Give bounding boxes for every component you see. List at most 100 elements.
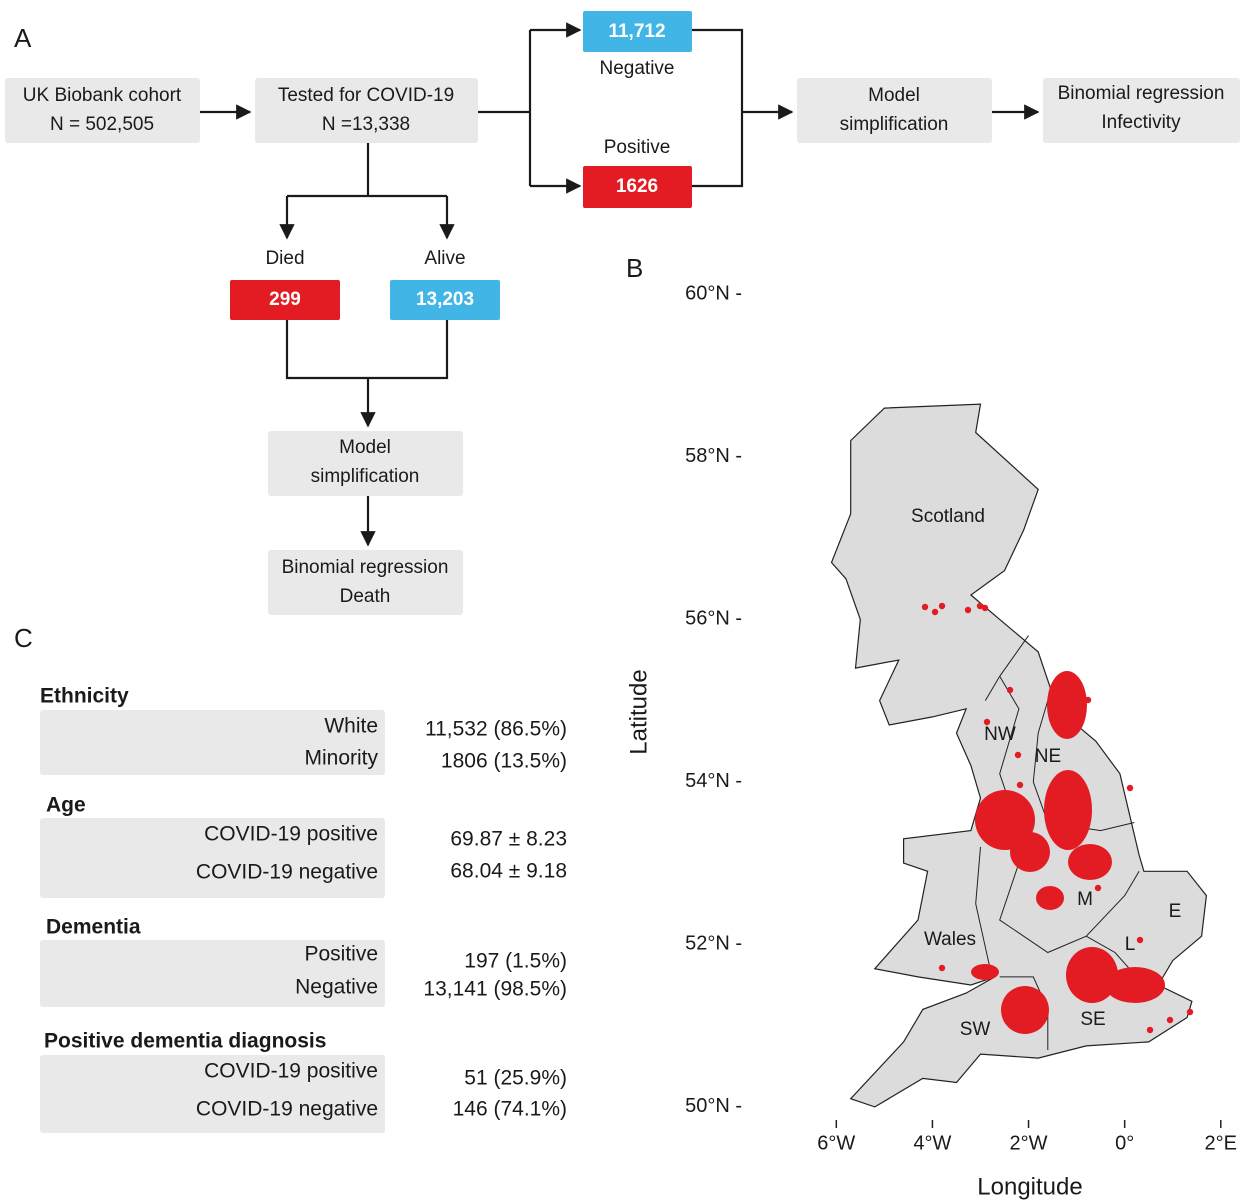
section-title: Dementia (46, 916, 141, 939)
section-box (40, 818, 385, 898)
panel-label: C (14, 623, 33, 653)
region-label: NW (984, 724, 1016, 745)
y-tick-label: 50°N - (685, 1095, 742, 1117)
row-value: 68.04 ± 9.18 (450, 860, 567, 883)
node-text: Death (340, 586, 391, 607)
case-cluster (1047, 671, 1087, 739)
row-value: 51 (25.9%) (464, 1067, 567, 1090)
y-tick-label: 52°N - (685, 933, 742, 955)
count-box (230, 280, 340, 320)
x-tick-label: 2°W (1010, 1132, 1048, 1154)
case-cluster (1068, 844, 1112, 880)
count-text: 299 (269, 289, 301, 310)
panel-label: A (14, 23, 32, 53)
case-dot (938, 964, 946, 972)
region-border (1032, 684, 1135, 832)
connector (285, 320, 449, 380)
node-box (255, 78, 478, 143)
x-tick-label: 2°E (1205, 1132, 1237, 1154)
node-text: N =13,338 (322, 114, 410, 135)
connector (287, 143, 447, 198)
case-dot (921, 603, 929, 611)
node-text: Tested for COVID-19 (278, 85, 454, 106)
case-cluster (971, 964, 999, 980)
case-dot (938, 602, 946, 610)
count-text: 11,712 (608, 21, 665, 42)
region-label: NE (1035, 746, 1061, 767)
case-dot (1006, 686, 1014, 694)
region-border (975, 846, 991, 969)
count-text: 13,203 (416, 289, 474, 310)
node-text: simplification (840, 114, 949, 135)
case-dot (1186, 1008, 1194, 1016)
row-label: COVID-19 negative (196, 861, 378, 884)
region-label: Wales (924, 929, 976, 950)
section-box (40, 1055, 385, 1133)
row-label: Positive (304, 943, 378, 966)
case-dot (981, 604, 989, 612)
panel-label: B (626, 253, 643, 283)
row-value: 69.87 ± 8.23 (450, 828, 567, 851)
case-dot (964, 606, 972, 614)
region-label: M (1077, 889, 1093, 910)
count-box (390, 280, 500, 320)
region-label: Scotland (911, 506, 985, 527)
x-tick-label: 6°W (817, 1132, 855, 1154)
region-label: E (1169, 901, 1182, 922)
count-box (583, 11, 692, 52)
x-tick-label: 0° (1115, 1132, 1134, 1154)
case-cluster (1066, 947, 1118, 1003)
row-value: 146 (74.1%) (453, 1098, 567, 1121)
node-text: Model (868, 85, 920, 106)
node-box (268, 431, 463, 496)
row-value: 197 (1.5%) (464, 950, 567, 973)
node-text: Model (339, 437, 391, 458)
row-label: COVID-19 positive (204, 823, 378, 846)
node-box (1043, 78, 1240, 143)
node-text: N = 502,505 (50, 114, 154, 135)
y-tick-label: 54°N - (685, 770, 742, 792)
count-text: 1626 (616, 176, 658, 197)
case-dot (983, 718, 991, 726)
node-text: Negative (600, 58, 675, 79)
case-dot (931, 608, 939, 616)
row-label: Minority (304, 747, 378, 770)
node-box (5, 78, 200, 143)
node-text: Alive (424, 248, 465, 269)
row-value: 11,532 (86.5%) (425, 718, 567, 741)
node-text: simplification (311, 466, 420, 487)
y-axis-label: Latitude (625, 669, 652, 754)
case-dot (1094, 884, 1102, 892)
row-label: White (324, 715, 378, 738)
region-label: L (1125, 934, 1136, 955)
region-border (999, 862, 1140, 954)
node-text: Binomial regression (1058, 83, 1225, 104)
case-dot (1016, 781, 1024, 789)
region-label: SW (960, 1019, 991, 1040)
node-box (268, 550, 463, 615)
case-cluster (1036, 886, 1064, 910)
case-cluster (1010, 832, 1050, 872)
node-text: Infectivity (1101, 112, 1181, 133)
case-cluster (1001, 986, 1049, 1034)
y-tick-label: 60°N - (685, 283, 742, 305)
x-tick-label: 4°W (913, 1132, 951, 1154)
case-dot (976, 602, 984, 610)
connector (478, 30, 532, 186)
node-box (797, 78, 992, 143)
summary-table: Ethnicity White 11,532 (86.5%) Minority 1806… (40, 685, 567, 1133)
case-cluster (1105, 967, 1165, 1003)
y-tick-label: 56°N - (685, 608, 742, 630)
case-dot (1084, 696, 1092, 704)
map: 50°N - 52°N - 54°N - 56°N - 58°N - 60°N - 6°W 4… (685, 283, 1237, 1155)
case-dot (1126, 784, 1134, 792)
section-box (40, 940, 385, 1007)
case-cluster (1044, 770, 1092, 850)
row-value: 13,141 (98.5%) (423, 978, 567, 1001)
count-box (583, 166, 692, 208)
x-axis-label: Longitude (977, 1173, 1082, 1200)
node-text: Died (265, 248, 304, 269)
node-text: Positive (604, 137, 671, 158)
row-label: COVID-19 negative (196, 1098, 378, 1121)
